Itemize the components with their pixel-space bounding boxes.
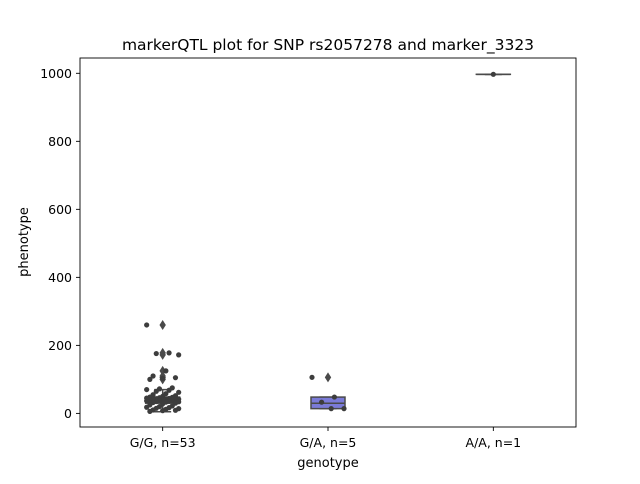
- data-point: [144, 387, 149, 392]
- y-tick-label: 800: [48, 134, 72, 149]
- chart-title: markerQTL plot for SNP rs2057278 and mar…: [122, 36, 534, 55]
- y-tick-label: 1000: [40, 66, 72, 81]
- x-axis-label: genotype: [297, 456, 358, 471]
- x-tick-label: A/A, n=1: [466, 435, 522, 450]
- data-point: [147, 409, 152, 414]
- data-point: [341, 406, 346, 411]
- data-point: [309, 375, 314, 380]
- data-point: [160, 408, 165, 413]
- data-point: [319, 400, 324, 405]
- data-point: [144, 322, 149, 327]
- data-point: [166, 350, 171, 355]
- data-point: [173, 408, 178, 413]
- data-point: [176, 352, 181, 357]
- data-point: [154, 351, 159, 356]
- y-axis-label: phenotype: [17, 207, 32, 277]
- y-tick-label: 200: [48, 338, 72, 353]
- data-point: [329, 406, 334, 411]
- data-point: [491, 72, 496, 77]
- data-point: [332, 394, 337, 399]
- data-point: [160, 376, 165, 381]
- data-point: [163, 368, 168, 373]
- x-tick-label: G/A, n=5: [300, 435, 357, 450]
- x-tick-label: G/G, n=53: [130, 435, 196, 450]
- y-tick-label: 0: [64, 406, 72, 421]
- data-point: [173, 375, 178, 380]
- y-tick-label: 600: [48, 202, 72, 217]
- data-point: [144, 398, 149, 403]
- data-point: [147, 377, 152, 382]
- data-point: [144, 405, 149, 410]
- y-tick-label: 400: [48, 270, 72, 285]
